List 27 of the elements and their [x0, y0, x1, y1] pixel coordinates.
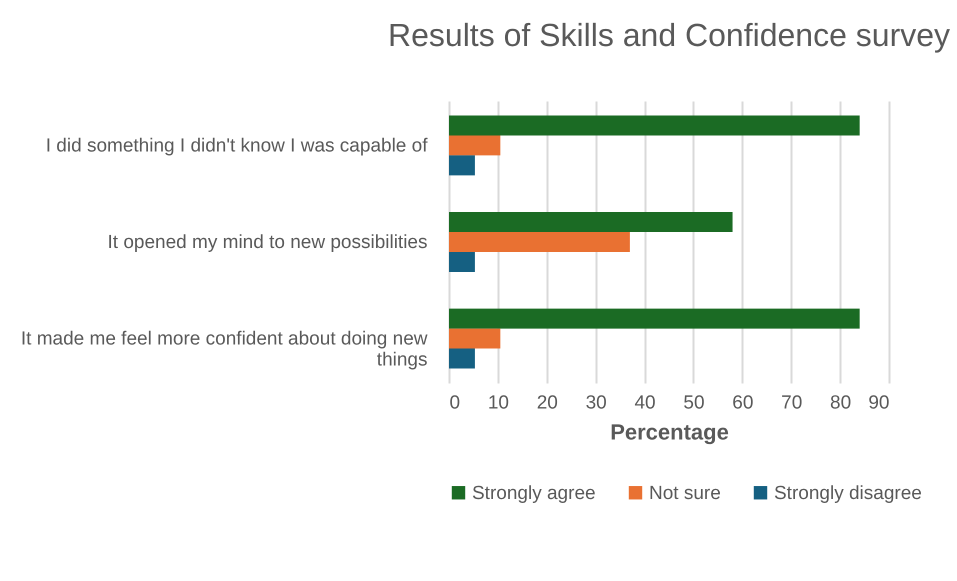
x-tick-label: 60: [732, 392, 754, 414]
bar: [449, 328, 500, 349]
x-tick-label: 70: [781, 392, 802, 414]
bar: [449, 348, 475, 369]
bar: [449, 212, 733, 232]
bar: [449, 135, 500, 156]
x-axis-title: Percentage: [610, 420, 729, 444]
x-tick-label: 50: [683, 392, 705, 414]
y-tick-label: I did something I didn't know I was capable of: [46, 135, 428, 156]
x-tick-label: 90: [868, 392, 890, 414]
legend-label: Strongly disagree: [774, 482, 922, 504]
x-tick-label: 20: [536, 392, 558, 414]
legend-label: Strongly agree: [472, 482, 596, 504]
x-tick-label: 80: [830, 392, 852, 414]
bar: [449, 252, 475, 272]
x-tick-label: 30: [586, 392, 607, 414]
bar: [449, 155, 475, 176]
bar: [449, 232, 630, 252]
chart-title: Results of Skills and Confidence survey: [388, 17, 950, 53]
y-tick-label: It opened my mind to new possibilities: [108, 232, 428, 253]
bar: [449, 115, 860, 136]
legend-label: Not sure: [649, 482, 721, 504]
x-tick-label: 0: [450, 392, 460, 414]
x-tick-label: 40: [634, 392, 656, 414]
y-tick-label: It made me feel more confident about doing new things: [20, 328, 428, 371]
x-tick-label: 10: [488, 392, 509, 414]
bar: [449, 308, 860, 329]
